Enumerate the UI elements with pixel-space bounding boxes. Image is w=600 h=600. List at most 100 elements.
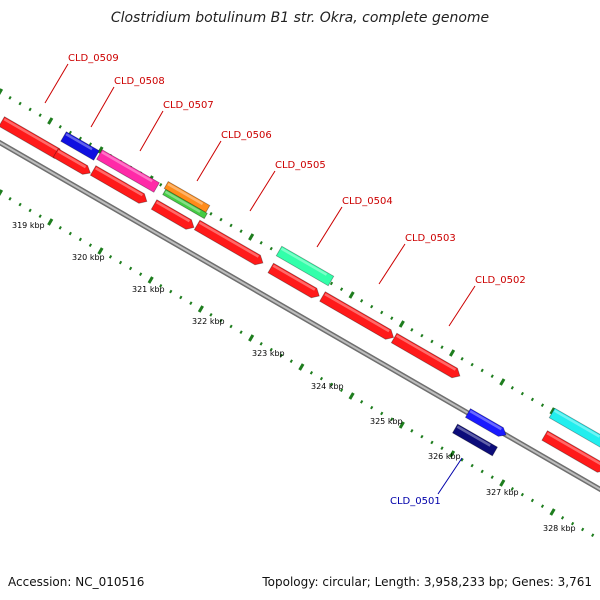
- minor-tick: [319, 376, 324, 381]
- minor-tick: [259, 241, 263, 245]
- gene-leader-line: [448, 285, 476, 327]
- major-tick: [298, 363, 305, 371]
- major-tick: [248, 233, 255, 241]
- minor-tick: [390, 316, 394, 321]
- tick-label: 328 kbp: [543, 524, 576, 533]
- minor-tick: [68, 130, 72, 135]
- minor-tick: [510, 487, 514, 491]
- major-tick: [97, 247, 104, 255]
- minor-tick: [370, 405, 374, 410]
- feature-forward: [541, 430, 600, 473]
- minor-tick: [128, 266, 133, 271]
- minor-tick: [78, 136, 82, 141]
- minor-tick: [309, 371, 314, 375]
- minor-tick: [329, 382, 334, 387]
- feature-forward: [319, 291, 395, 340]
- minor-tick: [480, 368, 484, 373]
- gene-label: CLD_0504: [342, 196, 393, 207]
- tick-label: 322 kbp: [192, 317, 225, 326]
- minor-tick: [88, 243, 93, 248]
- feature-block: [275, 245, 335, 287]
- minor-tick: [38, 214, 42, 219]
- minor-tick: [390, 417, 394, 422]
- minor-tick: [329, 281, 334, 286]
- major-tick: [348, 291, 355, 299]
- minor-tick: [259, 342, 263, 346]
- minor-tick: [28, 107, 32, 112]
- minor-tick: [219, 217, 223, 222]
- minor-tick: [269, 246, 273, 251]
- minor-tick: [570, 521, 575, 526]
- minor-tick: [339, 287, 344, 292]
- minor-tick: [360, 400, 364, 404]
- gene-label: CLD_0505: [275, 160, 326, 171]
- minor-tick: [118, 260, 123, 265]
- major-tick: [147, 276, 154, 284]
- gene-leader-line: [249, 170, 276, 212]
- minor-tick: [460, 458, 464, 462]
- tick-label: 320 kbp: [72, 253, 105, 262]
- minor-tick: [540, 504, 545, 509]
- feature-block: [162, 188, 208, 220]
- major-tick: [0, 88, 4, 95]
- gene-features: [0, 116, 600, 473]
- minor-tick: [189, 301, 193, 306]
- minor-tick: [380, 411, 384, 416]
- minor-tick: [209, 212, 213, 216]
- tick-labels: 319 kbp 320 kbp 321 kbp 322 kbp 323 kbp 324 k…: [12, 221, 576, 533]
- feature-forward: [52, 148, 91, 175]
- major-tick: [47, 218, 54, 226]
- minor-tick: [159, 183, 163, 187]
- minor-tick: [440, 446, 444, 451]
- gene-label: CLD_0507: [163, 100, 214, 111]
- minor-tick: [510, 386, 514, 390]
- feature-forward: [89, 165, 148, 204]
- tick-label: 325 kbp: [370, 417, 403, 426]
- minor-tick: [420, 333, 424, 338]
- minor-tick: [88, 142, 93, 147]
- feature-block: [548, 407, 600, 449]
- feature-block: [60, 131, 100, 161]
- minor-tick: [139, 272, 143, 277]
- minor-tick: [38, 113, 42, 118]
- minor-tick: [269, 347, 273, 352]
- minor-tick: [430, 339, 434, 344]
- minor-tick: [239, 229, 243, 234]
- feature-block: [452, 423, 498, 457]
- feature-forward: [267, 262, 320, 299]
- minor-tick: [430, 440, 434, 445]
- feature-forward: [390, 332, 461, 379]
- gene-leader-line: [44, 63, 69, 104]
- major-tick: [47, 117, 54, 125]
- minor-tick: [58, 125, 62, 129]
- minor-tick: [520, 391, 524, 396]
- major-tick: [499, 378, 506, 386]
- tick-label: 326 kbp: [428, 452, 461, 461]
- major-tick: [549, 508, 556, 516]
- minor-tick: [219, 318, 223, 323]
- minor-tick: [159, 284, 163, 288]
- minor-tick: [229, 223, 233, 228]
- accession-text: Accession: NC_010516: [8, 575, 144, 589]
- gene-leader-line: [90, 86, 115, 128]
- gene-leader-line: [316, 206, 343, 248]
- tick-label: 319 kbp: [12, 221, 45, 230]
- gene-leader-line: [139, 110, 164, 152]
- minor-tick: [470, 362, 474, 367]
- major-tick: [449, 450, 456, 458]
- feature-forward: [150, 199, 195, 230]
- gene-label: CLD_0506: [221, 130, 272, 141]
- minor-tick: [8, 96, 12, 100]
- minor-tick: [460, 357, 464, 361]
- minor-tick: [229, 324, 233, 329]
- minor-tick: [520, 492, 524, 497]
- minor-tick: [279, 353, 283, 358]
- gene-label: CLD_0509: [68, 53, 119, 64]
- backbone: [0, 139, 600, 493]
- gene-label: CLD_0508: [114, 76, 165, 87]
- gene-leader-line: [437, 457, 463, 495]
- minor-tick: [470, 463, 474, 468]
- major-tick: [97, 146, 104, 154]
- minor-tick: [28, 208, 32, 213]
